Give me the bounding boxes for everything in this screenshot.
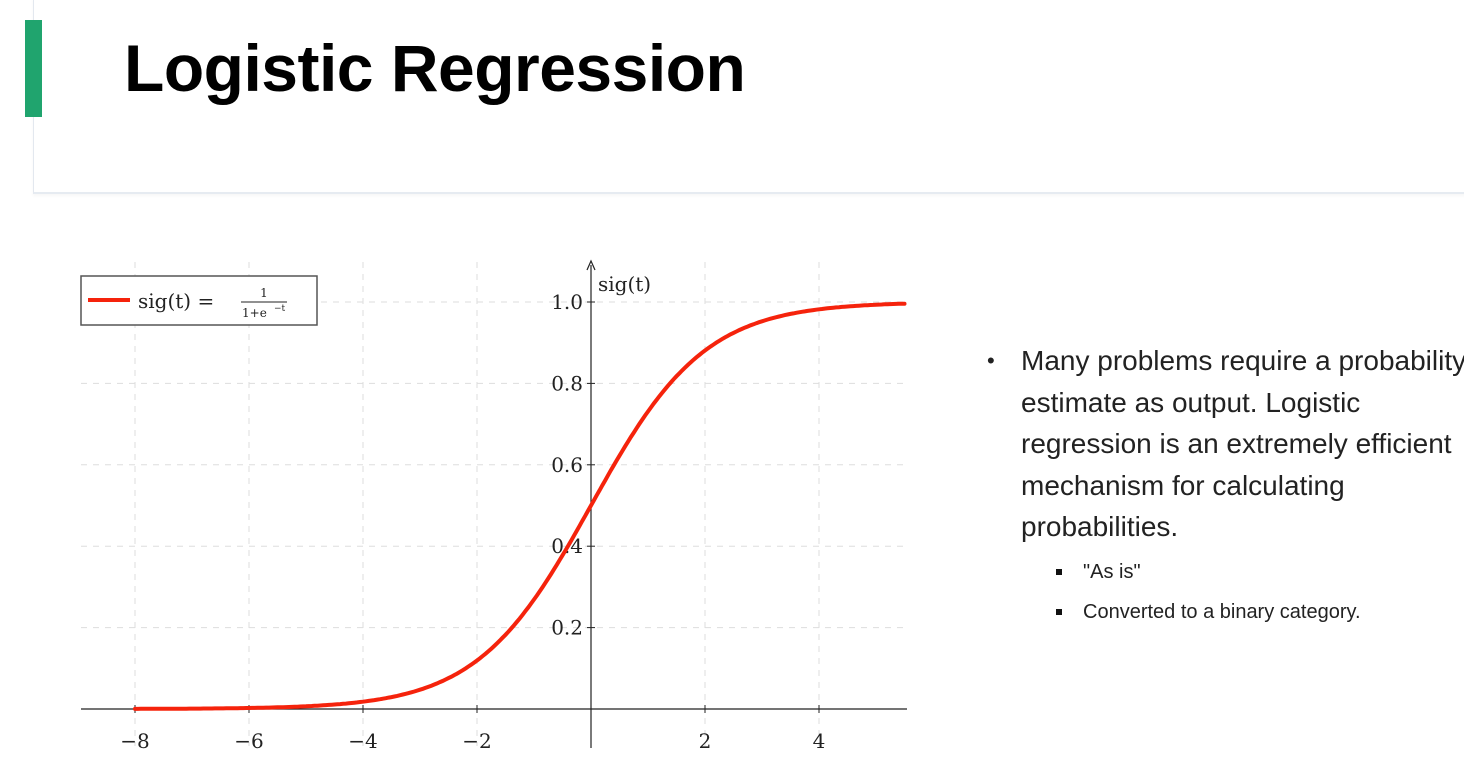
square-bullet-icon bbox=[1056, 608, 1062, 615]
legend-denominator: 1+e bbox=[242, 306, 267, 320]
legend-label: sig(t) = bbox=[138, 289, 214, 313]
y-tick-label: 1.0 bbox=[551, 290, 583, 314]
axes: sig(t) bbox=[81, 259, 907, 748]
y-axis-arrow-icon bbox=[586, 259, 596, 271]
y-tick-label: 0.2 bbox=[551, 616, 583, 640]
legend-numerator: 1 bbox=[260, 286, 268, 300]
bullet-dot-icon: • bbox=[987, 348, 995, 373]
x-tick-label: −4 bbox=[348, 729, 377, 753]
legend-exponent: −t bbox=[274, 304, 286, 314]
x-tick-label: −2 bbox=[462, 729, 491, 753]
x-tick-label: −8 bbox=[120, 729, 149, 753]
bullet-text: Many problems require a probability esti… bbox=[1021, 345, 1464, 542]
slide-title: Logistic Regression bbox=[124, 31, 746, 105]
bullet-list: • Many problems require a probability es… bbox=[985, 340, 1464, 632]
square-bullet-icon bbox=[1056, 568, 1062, 575]
sub-bullet-text: Converted to a binary category. bbox=[1083, 600, 1361, 623]
legend: sig(t) = 1 1+e −t bbox=[80, 275, 318, 326]
grid bbox=[81, 262, 907, 746]
sub-bullet-item: "As is" bbox=[1056, 552, 1464, 592]
x-tick-label: −6 bbox=[234, 729, 263, 753]
sigmoid-curve bbox=[133, 301, 907, 711]
x-tick-label: 4 bbox=[813, 729, 826, 753]
accent-bar bbox=[25, 20, 42, 117]
y-tick-label: 0.8 bbox=[551, 371, 583, 395]
x-tick-label: 2 bbox=[699, 729, 712, 753]
sub-bullet-item: Converted to a binary category. bbox=[1056, 592, 1464, 632]
y-axis-label: sig(t) bbox=[598, 272, 651, 296]
sub-bullet-text: "As is" bbox=[1083, 560, 1141, 583]
bullet-item: • Many problems require a probability es… bbox=[985, 340, 1464, 548]
y-tick-label: 0.6 bbox=[551, 453, 583, 477]
